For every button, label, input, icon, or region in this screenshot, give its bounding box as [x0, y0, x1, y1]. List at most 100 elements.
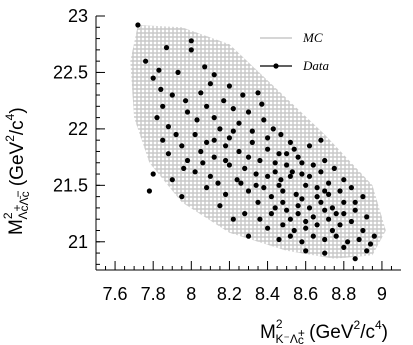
data-point — [348, 218, 354, 225]
x-tick-label-2: 8 — [186, 284, 196, 304]
data-point — [207, 173, 213, 179]
data-point — [146, 188, 152, 194]
data-point — [329, 227, 335, 234]
data-point — [236, 148, 242, 155]
data-point — [371, 233, 377, 239]
data-point — [333, 233, 339, 239]
data-point — [230, 128, 236, 134]
data-point — [261, 117, 267, 123]
data-point — [184, 157, 191, 164]
data-point — [150, 171, 156, 177]
data-point — [284, 207, 290, 213]
legend: MC Data — [260, 30, 330, 73]
y-tick-label-4: 23 — [68, 6, 88, 26]
data-point — [253, 182, 259, 188]
data-point — [268, 194, 274, 200]
data-point — [135, 22, 141, 28]
data-point — [341, 211, 347, 217]
data-point — [352, 199, 358, 205]
data-point — [318, 137, 324, 143]
data-point — [318, 169, 324, 175]
data-point — [160, 137, 166, 143]
data-point — [287, 173, 293, 179]
x-tick-label-3: 8.2 — [217, 284, 242, 304]
data-point — [169, 92, 175, 98]
data-point — [306, 173, 313, 179]
legend-data-marker — [273, 63, 279, 69]
data-point — [299, 171, 305, 177]
data-point — [345, 239, 351, 245]
data-point — [217, 203, 223, 209]
data-point — [299, 196, 305, 202]
data-point — [265, 225, 271, 231]
data-point — [293, 191, 299, 197]
svg-text:M2Λ+cΛ̄−c (GeV2/c4): M2Λ+cΛ̄−c (GeV2/c4) — [1, 107, 32, 235]
data-point — [265, 135, 271, 141]
data-point — [322, 157, 328, 164]
data-point — [299, 239, 305, 245]
data-point — [230, 106, 236, 112]
y-axis-title: M2Λ+cΛ̄−c (GeV2/c4) — [1, 107, 32, 235]
data-point — [352, 256, 358, 262]
data-point — [154, 115, 160, 121]
x-tick-label-4: 8.4 — [255, 284, 280, 304]
data-point — [160, 103, 166, 109]
data-point — [143, 58, 149, 64]
data-point — [360, 194, 366, 200]
data-point — [314, 222, 320, 228]
data-point — [226, 162, 232, 168]
data-point — [337, 222, 343, 228]
data-point — [179, 194, 185, 200]
data-point — [223, 191, 229, 197]
x-axis-title: M2 K⁻Λ+c (GeV2/c4) — [260, 317, 388, 345]
data-point — [184, 109, 191, 115]
data-point — [287, 216, 293, 222]
data-point — [226, 83, 232, 89]
data-point — [280, 188, 286, 194]
data-point — [322, 250, 328, 256]
data-point — [156, 67, 162, 73]
x-tick-label-7: 9 — [377, 284, 387, 304]
data-point — [284, 151, 290, 157]
data-point — [272, 205, 278, 211]
data-point — [173, 131, 179, 138]
axes: 7.6 7.8 8 8.2 8.4 8.6 8.8 9 21 21.5 22 22.5 23 — [53, 6, 401, 304]
data-point — [287, 139, 293, 145]
data-point — [270, 126, 276, 132]
data-point — [194, 117, 200, 123]
data-point — [211, 137, 217, 143]
data-point — [278, 177, 284, 183]
data-point — [291, 227, 297, 234]
data-point — [287, 233, 293, 239]
data-point — [265, 173, 271, 179]
y-tick-label-2: 22 — [68, 119, 88, 139]
data-point — [318, 199, 324, 205]
data-point — [257, 216, 263, 222]
data-point — [165, 124, 171, 130]
data-point — [230, 216, 236, 222]
data-point — [331, 165, 337, 171]
data-point — [314, 185, 320, 191]
data-point — [367, 241, 374, 247]
data-point — [326, 180, 332, 186]
data-point — [217, 126, 223, 132]
data-point — [326, 216, 332, 222]
data-point — [255, 90, 261, 96]
data-point — [333, 211, 339, 217]
data-point — [299, 160, 305, 166]
data-point — [322, 188, 328, 194]
data-point — [295, 211, 301, 217]
data-point — [257, 157, 263, 164]
data-point — [204, 103, 210, 109]
data-point — [188, 38, 194, 44]
data-points — [135, 22, 377, 262]
data-point — [341, 177, 347, 183]
data-point — [341, 199, 347, 205]
data-point — [204, 185, 210, 191]
data-point — [236, 120, 242, 126]
data-point — [202, 64, 208, 70]
data-point — [278, 131, 284, 138]
data-point — [310, 214, 316, 220]
data-point — [165, 151, 171, 157]
